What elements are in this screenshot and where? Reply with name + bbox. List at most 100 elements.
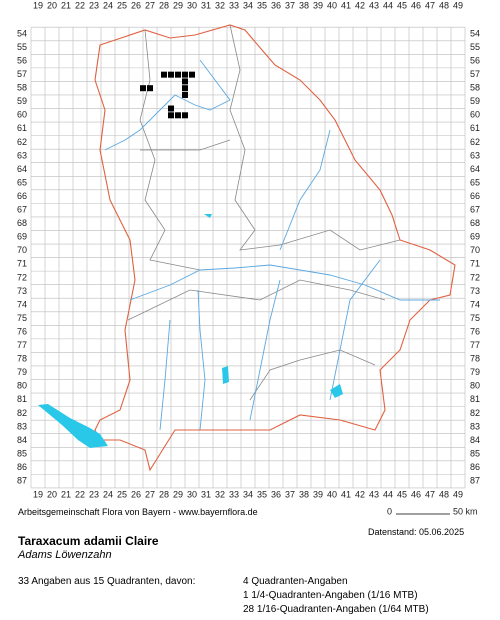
y-label: 54: [17, 28, 27, 38]
x-label: 35: [257, 489, 267, 499]
x-label: 33: [229, 0, 239, 10]
x-label: 23: [89, 0, 99, 10]
y-label: 82: [470, 408, 480, 418]
x-label: 21: [61, 0, 71, 10]
x-label: 46: [411, 0, 421, 10]
y-label: 74: [17, 299, 27, 309]
y-label: 79: [17, 367, 27, 377]
y-label: 87: [470, 476, 480, 486]
occurrence: [189, 71, 195, 78]
y-label: 72: [470, 272, 480, 282]
y-label: 77: [17, 340, 27, 350]
grid: [30, 26, 466, 489]
y-label: 66: [17, 191, 27, 201]
y-label: 80: [470, 381, 480, 391]
x-label: 36: [271, 0, 281, 10]
y-label: 73: [470, 286, 480, 296]
x-label: 47: [425, 489, 435, 499]
occurrence: [168, 71, 174, 78]
y-label: 77: [470, 340, 480, 350]
y-label: 81: [17, 394, 27, 404]
x-label: 46: [411, 489, 421, 499]
occurrence: [175, 112, 181, 119]
x-label: 42: [355, 489, 365, 499]
y-label: 83: [470, 421, 480, 431]
x-label: 19: [33, 489, 43, 499]
state-border: [94, 24, 456, 472]
x-label: 31: [201, 489, 211, 499]
y-label: 58: [470, 83, 480, 93]
y-label: 61: [17, 123, 27, 133]
x-label: 22: [75, 489, 85, 499]
x-label: 41: [341, 0, 351, 10]
x-label: 27: [145, 489, 155, 499]
y-label: 72: [17, 272, 27, 282]
x-label: 33: [229, 489, 239, 499]
x-label: 38: [299, 0, 309, 10]
x-label: 25: [117, 489, 127, 499]
y-label: 63: [470, 150, 480, 160]
x-label: 43: [369, 489, 379, 499]
y-label: 57: [17, 69, 27, 79]
y-label: 62: [17, 137, 27, 147]
occurrence: [182, 78, 188, 85]
x-label: 29: [173, 0, 183, 10]
y-label: 67: [17, 205, 27, 215]
x-label: 22: [75, 0, 85, 10]
summary-line: 1 1/4-Quadranten-Angaben (1/16 MTB): [243, 590, 418, 601]
x-label: 39: [313, 0, 323, 10]
y-label: 79: [470, 367, 480, 377]
x-label: 35: [257, 0, 267, 10]
y-label: 68: [17, 218, 27, 228]
scale-start: 0: [387, 506, 392, 516]
y-label: 57: [470, 69, 480, 79]
x-label: 37: [285, 489, 295, 499]
x-label: 42: [355, 0, 365, 10]
y-label: 76: [17, 326, 27, 336]
y-label: 70: [470, 245, 480, 255]
y-label: 62: [470, 137, 480, 147]
y-label: 80: [17, 381, 27, 391]
x-label: 48: [439, 0, 449, 10]
y-label: 60: [17, 110, 27, 120]
x-label: 36: [271, 489, 281, 499]
date: Datenstand: 05.06.2025: [368, 527, 465, 537]
x-label: 28: [159, 0, 169, 10]
map: 0 50 km 19 19 20 20 21 21 22 22 23 23 24 24 25 25 26 26…: [17, 0, 480, 516]
y-label: 64: [470, 164, 480, 174]
y-label: 78: [470, 354, 480, 364]
x-label: 47: [425, 0, 435, 10]
summary-total: 33 Angaben aus 15 Quadranten, davon:: [18, 576, 196, 587]
y-label: 85: [470, 448, 480, 458]
x-label: 44: [383, 489, 393, 499]
x-label: 49: [453, 0, 463, 10]
x-label: 32: [215, 0, 225, 10]
y-label: 70: [17, 245, 27, 255]
x-label: 40: [327, 0, 337, 10]
x-label: 44: [383, 0, 393, 10]
occurrence: [175, 71, 181, 78]
x-label: 24: [103, 489, 113, 499]
y-label: 65: [17, 177, 27, 187]
x-label: 21: [61, 489, 71, 499]
y-label: 76: [470, 326, 480, 336]
occurrence: [182, 91, 188, 98]
x-label: 29: [173, 489, 183, 499]
y-label: 58: [17, 83, 27, 93]
occurrence: [140, 85, 146, 92]
x-label: 19: [33, 0, 43, 10]
x-label: 49: [453, 489, 463, 499]
x-label: 41: [341, 489, 351, 499]
y-label: 67: [470, 205, 480, 215]
x-label: 34: [243, 489, 253, 499]
y-label: 84: [470, 435, 480, 445]
x-label: 45: [397, 489, 407, 499]
x-label: 38: [299, 489, 309, 499]
y-label: 75: [17, 313, 27, 323]
y-label: 71: [17, 259, 27, 269]
y-label: 55: [17, 42, 27, 52]
occurrences: [140, 71, 195, 119]
x-label: 26: [131, 489, 141, 499]
x-label: 39: [313, 489, 323, 499]
